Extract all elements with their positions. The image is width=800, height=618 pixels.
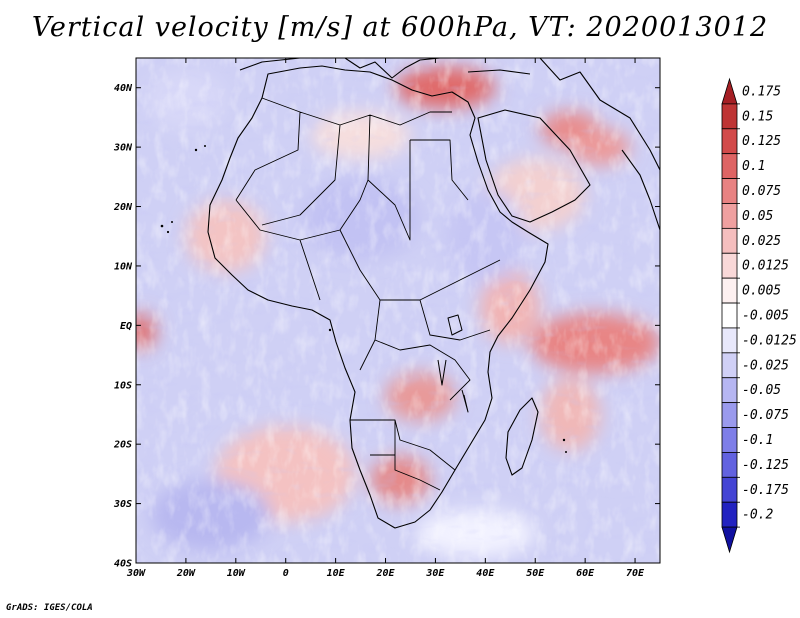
colorbar-bin bbox=[721, 377, 738, 404]
colorbar-bin bbox=[721, 402, 738, 428]
europe-coastline bbox=[239, 58, 660, 171]
credit-label: GrADS: IGES/COLA bbox=[6, 603, 93, 613]
colorbar-label: -0.175 bbox=[742, 483, 789, 498]
colorbar-label: -0.05 bbox=[742, 383, 781, 398]
lat-tick-label: 20N bbox=[113, 202, 133, 213]
lakes bbox=[437, 314, 469, 413]
colorbar-label: -0.2 bbox=[742, 508, 773, 523]
colorbar-bin bbox=[721, 128, 738, 155]
india-coastline bbox=[621, 149, 660, 231]
coastlines-borders bbox=[160, 58, 660, 529]
lat-tick-label: 10S bbox=[114, 380, 132, 391]
lon-tick-label: 50E bbox=[526, 568, 545, 579]
lon-tick-label: 30W bbox=[126, 568, 146, 579]
lon-tick-label: 40E bbox=[476, 568, 495, 579]
islands bbox=[160, 145, 567, 453]
lat-tick-label: 10N bbox=[114, 261, 133, 272]
colorbar-label: -0.0125 bbox=[742, 333, 797, 348]
madagascar-coastline bbox=[505, 397, 539, 476]
plot-frame bbox=[135, 57, 661, 564]
arabia-coastline bbox=[477, 109, 591, 223]
chart-title: Vertical velocity [m/s] at 600hPa, VT: 2… bbox=[31, 12, 769, 43]
colorbar-bin bbox=[721, 277, 738, 304]
colorbar-label: 0.0125 bbox=[742, 259, 789, 274]
colorbar-label: -0.1 bbox=[742, 433, 773, 448]
lat-tick-label: 40N bbox=[114, 83, 133, 94]
colorbar-bin bbox=[721, 227, 738, 254]
colorbar-bin bbox=[721, 153, 738, 179]
colorbar-label: -0.075 bbox=[742, 408, 789, 423]
latitude-axis: 40N 30N 20N 10N EQ 10S 20S 30S 40S bbox=[113, 83, 660, 570]
lon-tick-label: 0 bbox=[283, 568, 289, 579]
colorbar-bin bbox=[721, 327, 738, 354]
lat-tick-label: 30N bbox=[113, 143, 133, 154]
colorbar-bin bbox=[721, 452, 738, 478]
lon-tick-label: 20W bbox=[176, 568, 196, 579]
lat-tick-label: 20S bbox=[113, 440, 132, 451]
colorbar-label: -0.005 bbox=[742, 309, 789, 324]
country-borders bbox=[235, 97, 501, 491]
colorbar-label: 0.025 bbox=[742, 234, 781, 249]
colorbar-cap-top bbox=[721, 77, 738, 105]
colorbar-label: 0.1 bbox=[742, 159, 765, 174]
lat-tick-label: 30S bbox=[113, 499, 132, 510]
colorbar: 0.175 0.15 0.125 0.1 0.075 0.05 0.025 0.0125 0.0… bbox=[721, 77, 797, 554]
longitude-axis: 30W 20W 10W 0 10E 20E 30E 40E 50E 60E 70E bbox=[126, 58, 645, 579]
lon-tick-label: 10E bbox=[327, 568, 346, 579]
colorbar-bin bbox=[721, 427, 738, 453]
lat-tick-label: 40S bbox=[114, 559, 132, 570]
colorbar-bin bbox=[721, 352, 738, 379]
colorbar-label: 0.005 bbox=[742, 284, 781, 299]
lon-tick-label: 20E bbox=[375, 568, 395, 579]
colorbar-bin bbox=[721, 178, 738, 204]
lon-tick-label: 60E bbox=[576, 568, 595, 579]
colorbar-label: -0.025 bbox=[742, 358, 789, 373]
colorbar-bin bbox=[721, 476, 738, 503]
lon-tick-label: 10W bbox=[227, 568, 246, 579]
colorbar-label: 0.125 bbox=[742, 134, 781, 149]
colorbar-bin bbox=[721, 203, 738, 229]
colorbar-bin bbox=[721, 501, 738, 528]
colorbar-label: 0.05 bbox=[742, 209, 773, 224]
colorbar-bin bbox=[721, 252, 738, 279]
colorbar-bin bbox=[721, 103, 738, 130]
field-texture-blue bbox=[136, 58, 660, 563]
colorbar-label: 0.175 bbox=[742, 84, 781, 99]
colorbar-label: 0.075 bbox=[742, 184, 781, 199]
colorbar-bin bbox=[721, 302, 738, 329]
lon-tick-label: 30E bbox=[425, 568, 445, 579]
lat-tick-label: EQ bbox=[120, 321, 132, 332]
lon-tick-label: 70E bbox=[626, 568, 645, 579]
colorbar-label: 0.15 bbox=[742, 109, 773, 124]
velocity-field bbox=[136, 58, 660, 563]
colorbar-label: -0.125 bbox=[742, 458, 789, 473]
colorbar-cap-bottom bbox=[721, 526, 738, 554]
